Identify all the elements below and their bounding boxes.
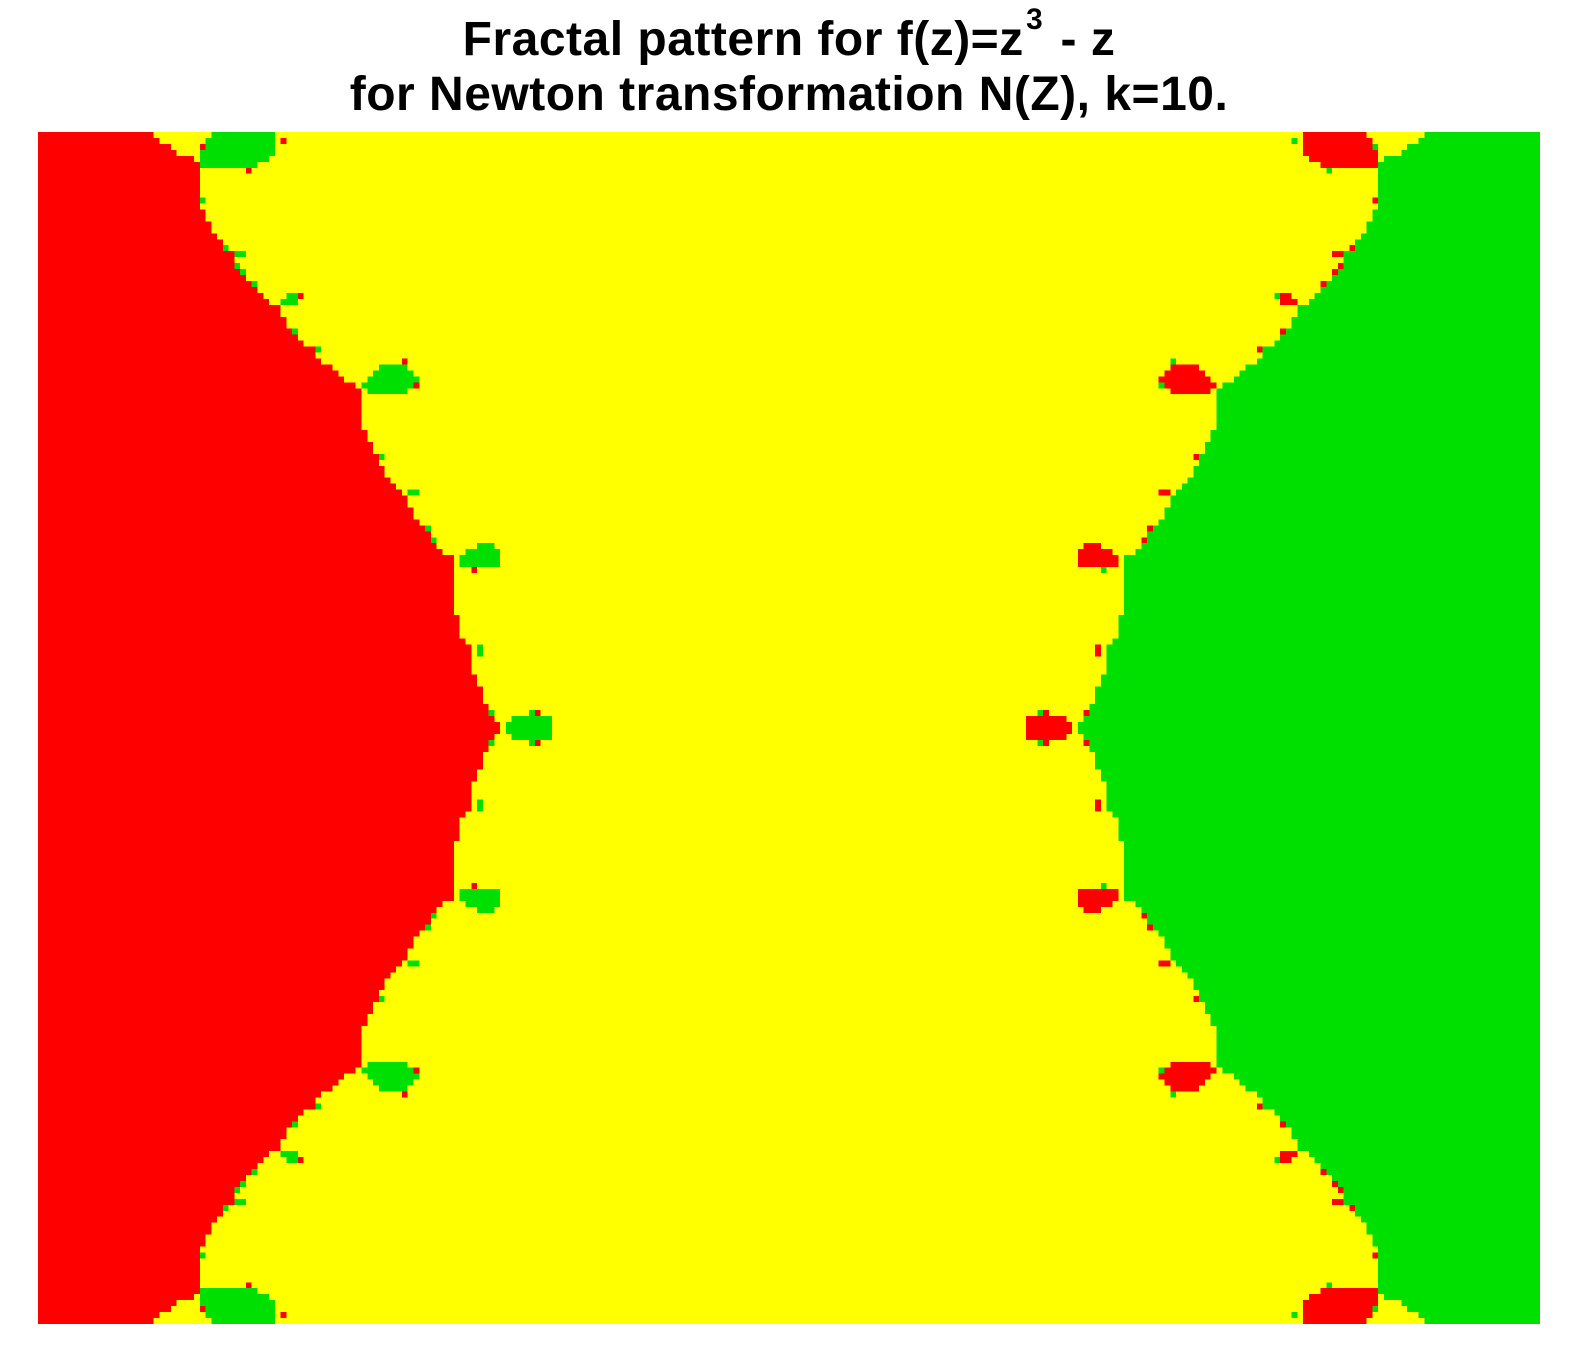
title-exponent: 3 bbox=[1026, 3, 1043, 36]
title-line1-prefix: Fractal pattern for f(z)=z bbox=[463, 13, 1024, 66]
newton-fractal-canvas bbox=[38, 132, 1540, 1324]
fractal-plot-area bbox=[38, 132, 1540, 1324]
title-line1-suffix: - z bbox=[1047, 13, 1116, 66]
plot-title: Fractal pattern for f(z)=z3 - z for Newt… bbox=[0, 12, 1578, 122]
title-line2: for Newton transformation N(Z), k=10. bbox=[350, 68, 1229, 121]
page: Fractal pattern for f(z)=z3 - z for Newt… bbox=[0, 0, 1578, 1352]
